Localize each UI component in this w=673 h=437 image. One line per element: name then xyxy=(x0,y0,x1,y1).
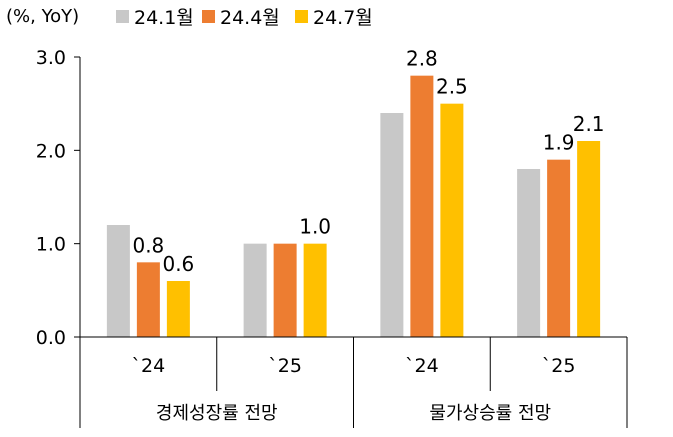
group-label: 물가상승률 전망 xyxy=(429,403,551,424)
data-label: 2.1 xyxy=(573,112,605,136)
bar xyxy=(380,113,404,337)
legend-label: 24.1월 xyxy=(134,7,194,29)
bar xyxy=(547,159,571,337)
x-tick-label: `25 xyxy=(542,355,576,377)
legend-label: 24.7월 xyxy=(313,7,373,29)
x-axis: `24 `25 `24 `25 경제성장률 전망 물가상승률 전망 xyxy=(79,336,628,428)
data-label: 0.8 xyxy=(132,233,164,257)
y-tick-label: 0.0 xyxy=(36,327,66,349)
legend: 24.1월 24.4월 24.7월 xyxy=(116,7,373,29)
data-label: 0.6 xyxy=(162,252,194,276)
y-tick-label: 3.0 xyxy=(36,47,66,69)
x-tick-label: `24 xyxy=(132,355,166,377)
data-label: 2.5 xyxy=(436,75,468,99)
legend-swatch xyxy=(202,10,215,23)
y-tick-label: 1.0 xyxy=(36,234,66,256)
bar xyxy=(410,75,434,338)
x-tick-label: `24 xyxy=(405,355,439,377)
y-tick-label: 2.0 xyxy=(36,140,66,162)
legend-swatch xyxy=(116,10,129,23)
unit-label: (%, YoY) xyxy=(6,6,79,27)
data-label: 2.8 xyxy=(406,47,438,71)
bar xyxy=(243,243,267,337)
bar xyxy=(517,169,541,337)
bar xyxy=(136,262,160,337)
data-label: 1.9 xyxy=(543,131,575,155)
legend-label: 24.4월 xyxy=(220,7,280,29)
legend-swatch xyxy=(295,10,308,23)
x-tick-label: `25 xyxy=(268,355,302,377)
bar xyxy=(303,243,327,337)
y-axis: 0.0 1.0 2.0 3.0 xyxy=(36,47,81,349)
data-label: 1.0 xyxy=(299,215,331,239)
bars-layer: 0.8 2.8 1.9 0.6 1.0 2.5 2.1 xyxy=(106,47,605,338)
bar xyxy=(273,243,297,337)
group-label: 경제성장률 전망 xyxy=(156,403,278,424)
bar xyxy=(166,281,190,337)
bar xyxy=(106,225,130,337)
bar xyxy=(577,141,601,337)
bar xyxy=(440,103,464,338)
